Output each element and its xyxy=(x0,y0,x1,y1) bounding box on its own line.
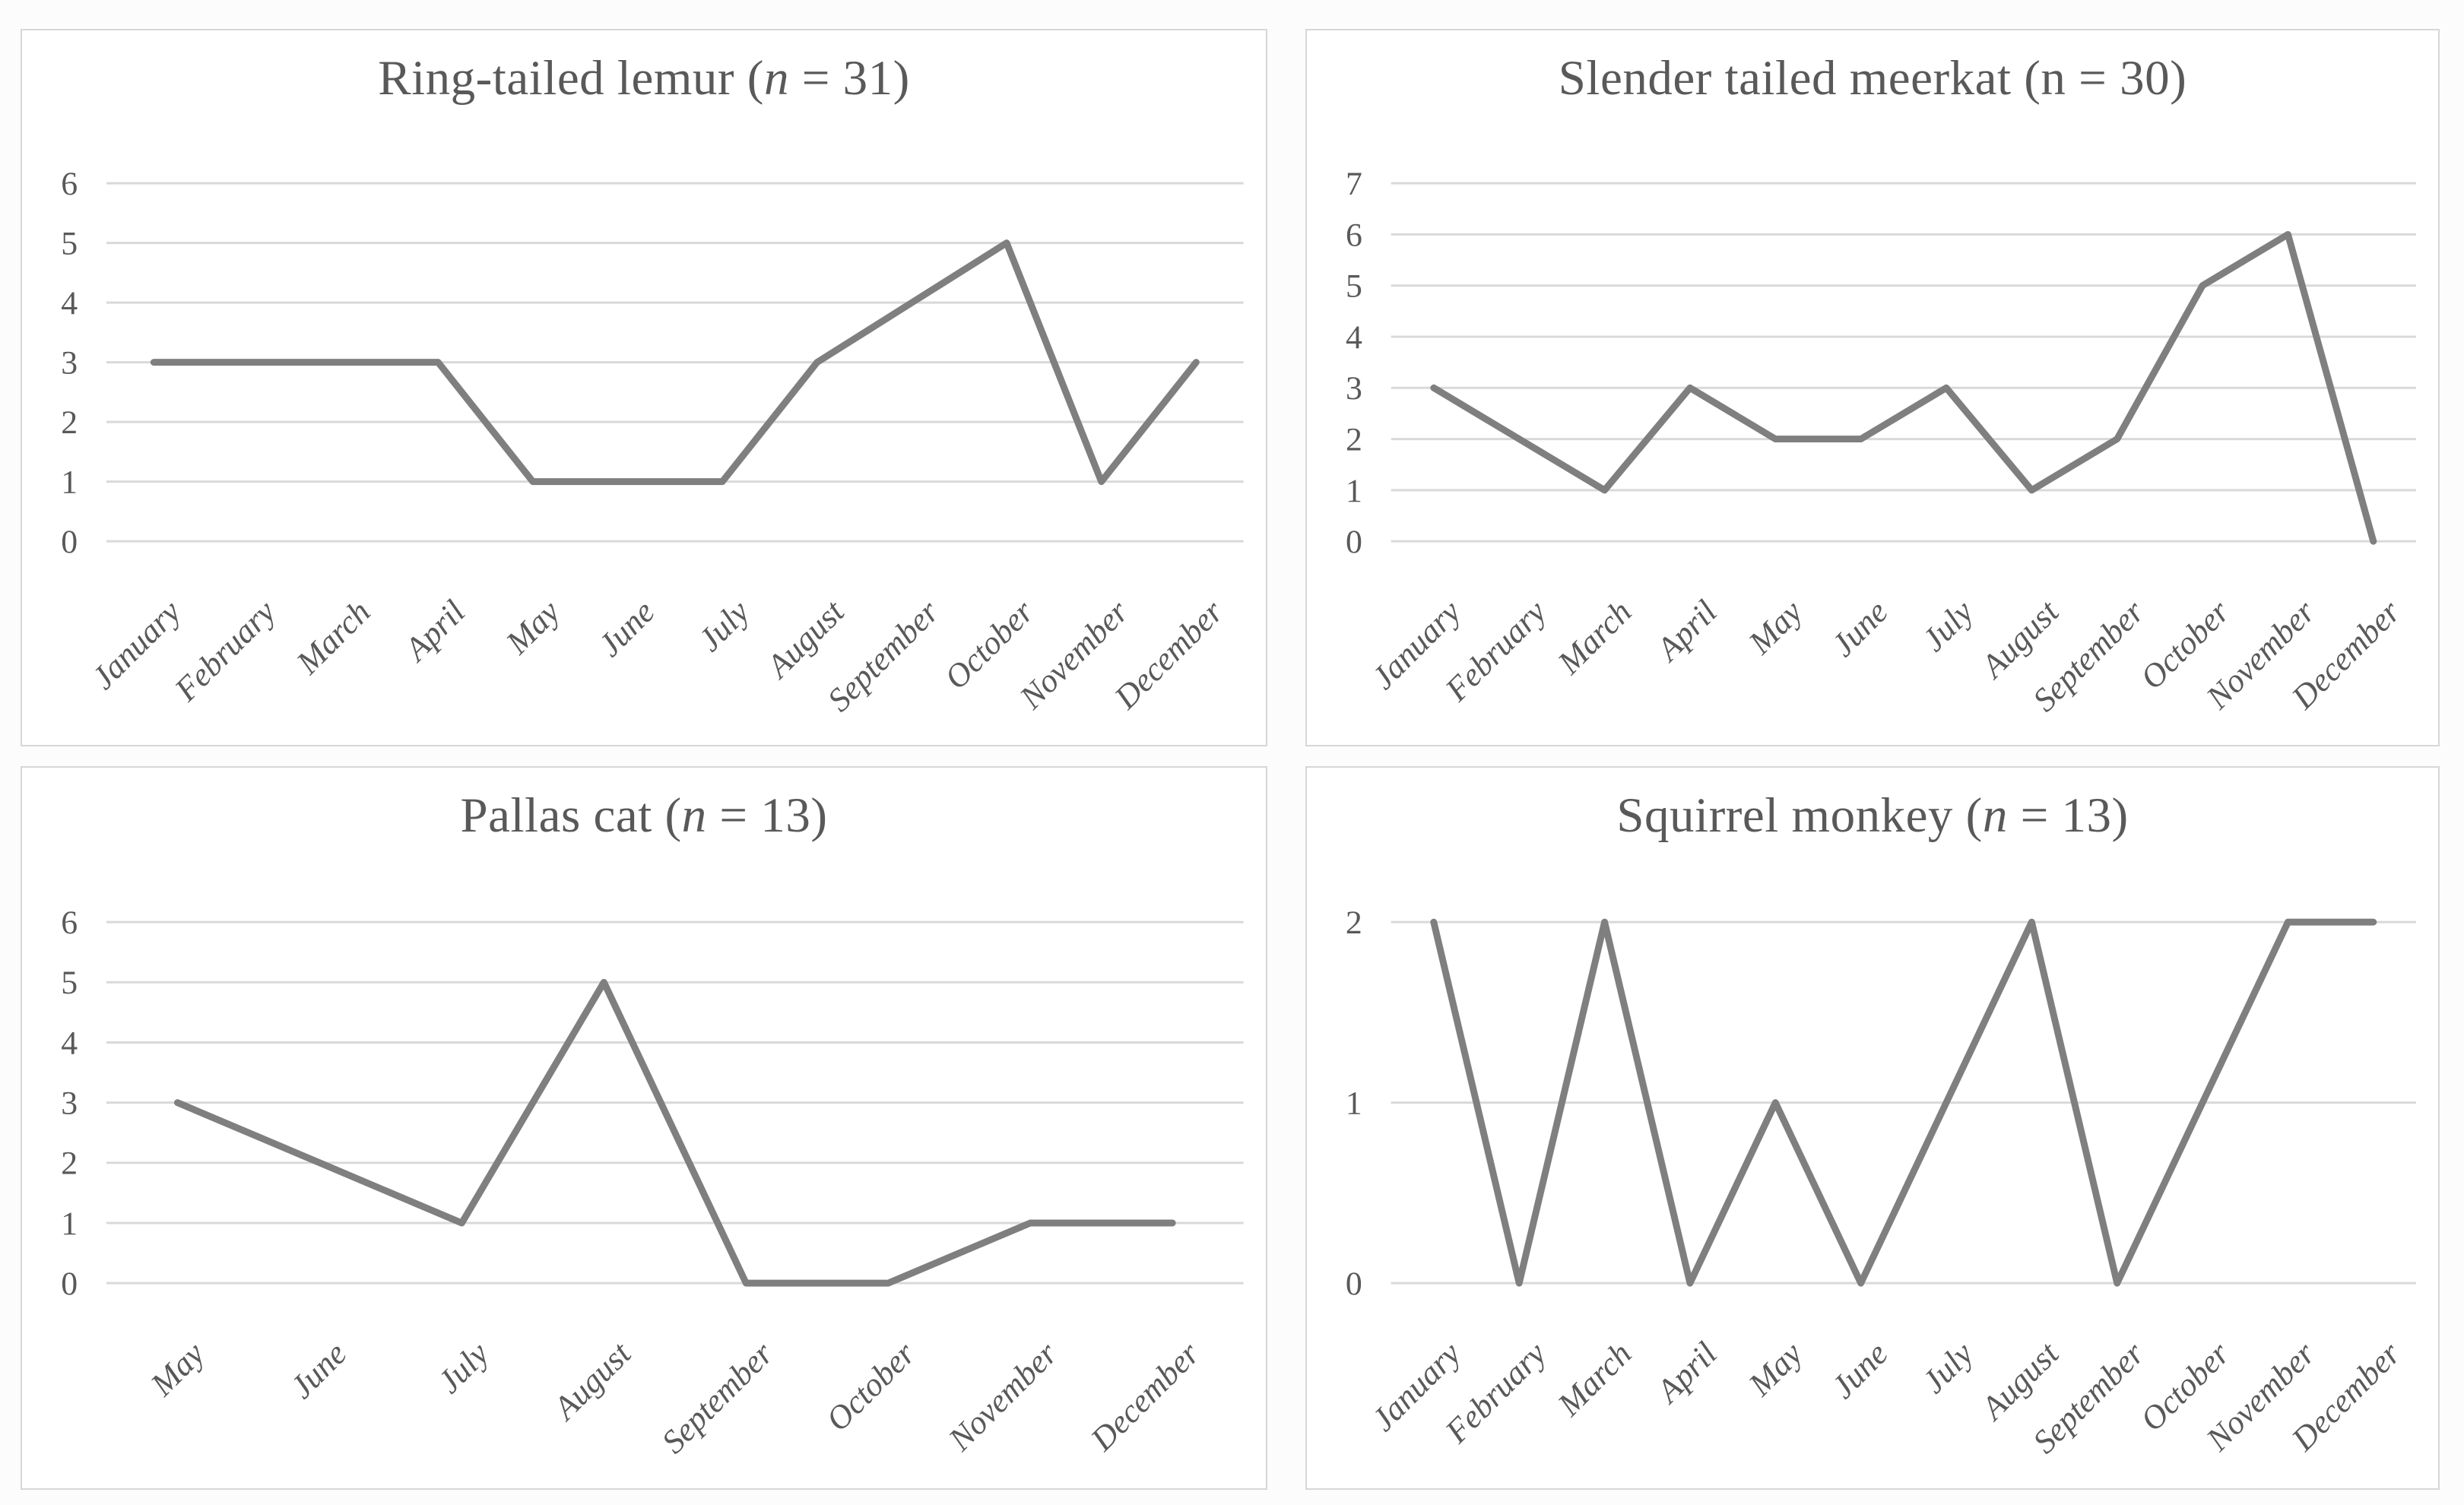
x-tick-label: November xyxy=(941,1335,1065,1459)
y-tick-label: 0 xyxy=(61,524,78,560)
y-tick-label: 0 xyxy=(1346,524,1362,560)
chart-title-text: Squirrel monkey ( xyxy=(1616,788,1983,843)
y-tick-label: 6 xyxy=(61,905,78,941)
x-tick-label: July xyxy=(692,593,757,658)
chart-panel-pallas-cat: Pallas cat (n = 13) 0 1 2 3 4 5 6 May June July Au… xyxy=(21,766,1267,1490)
x-tick-label: March xyxy=(1550,594,1638,682)
chart-title-text: Slender tailed meerkat ( xyxy=(1558,51,2041,106)
y-tick-label: 3 xyxy=(61,345,78,382)
y-tick-label: 2 xyxy=(1346,422,1362,458)
chart-title-n-symbol: n xyxy=(1982,788,2008,843)
x-tick-label: May xyxy=(144,1335,212,1403)
y-tick-label: 5 xyxy=(61,965,78,1001)
y-tick-label: 4 xyxy=(1346,319,1362,356)
data-series-line xyxy=(1430,918,2377,1287)
x-tick-label: May xyxy=(1742,1335,1810,1403)
chart-title-n-value: = 30) xyxy=(2066,51,2187,106)
chart-panel-squirrel-monkey: Squirrel monkey (n = 13) 0 1 2 January Febru… xyxy=(1305,766,2440,1490)
y-tick-label: 1 xyxy=(61,1206,78,1242)
y-tick-label: 2 xyxy=(61,404,78,441)
chart-title: Ring-tailed lemur (n = 31) xyxy=(22,30,1266,107)
x-tick-label: October xyxy=(820,1335,923,1438)
chart-panel-slender-tailed-meerkat: Slender tailed meerkat (n = 30) 0 1 2 3 4 5 6 7… xyxy=(1305,29,2440,746)
y-tick-label: 4 xyxy=(61,285,78,322)
chart-title-n-value: = 13) xyxy=(2007,788,2129,843)
data-series-line xyxy=(150,239,1200,486)
x-tick-label: April xyxy=(396,594,472,670)
chart-title-n-value: = 13) xyxy=(706,788,828,843)
y-tick-label: 5 xyxy=(1346,268,1362,305)
chart-title-text: Pallas cat ( xyxy=(460,788,682,843)
chart-title-n-value: = 31) xyxy=(788,51,910,106)
y-tick-label: 5 xyxy=(61,226,78,262)
x-tick-label: April xyxy=(1648,1335,1724,1412)
chart-title-n-symbol: n xyxy=(763,51,789,106)
data-series-line xyxy=(1430,230,2377,545)
x-tick-label: July xyxy=(1915,593,1980,658)
x-tick-label: July xyxy=(1915,1335,1980,1400)
y-tick-label: 2 xyxy=(1346,905,1362,941)
x-tick-label: May xyxy=(1742,593,1810,661)
x-tick-label: July xyxy=(431,1335,496,1400)
y-tick-label: 3 xyxy=(1346,370,1362,407)
x-tick-label: May xyxy=(499,593,567,661)
x-tick-label: March xyxy=(289,594,377,682)
chart-panel-ring-tailed-lemur: Ring-tailed lemur (n = 31) 0 1 2 3 4 5 6 Januar… xyxy=(21,29,1267,746)
chart-title: Slender tailed meerkat (n = 30) xyxy=(1307,30,2438,107)
x-tick-label: August xyxy=(545,1335,639,1428)
y-tick-label: 4 xyxy=(61,1025,78,1061)
line-chart-pallas-cat: 0 1 2 3 4 5 6 May June July August September October… xyxy=(61,905,1244,1461)
y-tick-label: 6 xyxy=(61,166,78,202)
y-tick-label: 2 xyxy=(61,1145,78,1182)
chart-title-n-symbol: n xyxy=(2041,51,2066,106)
chart-title-n-symbol: n xyxy=(681,788,707,843)
y-tick-label: 1 xyxy=(61,464,78,501)
y-tick-label: 1 xyxy=(1346,473,1362,509)
y-tick-label: 1 xyxy=(1346,1085,1362,1122)
chart-title: Squirrel monkey (n = 13) xyxy=(1307,768,2438,844)
x-tick-label: April xyxy=(1648,594,1724,670)
y-tick-label: 0 xyxy=(1346,1266,1362,1302)
x-tick-label: September xyxy=(655,1335,781,1460)
x-tick-label: March xyxy=(1550,1335,1638,1424)
x-tick-label: June xyxy=(284,1335,354,1405)
y-tick-label: 6 xyxy=(1346,217,1362,253)
y-tick-label: 7 xyxy=(1346,166,1362,202)
x-tick-label: June xyxy=(1825,594,1895,664)
data-series-line xyxy=(173,978,1176,1287)
y-tick-label: 3 xyxy=(61,1085,78,1122)
x-tick-label: December xyxy=(1083,1335,1207,1459)
x-tick-label: June xyxy=(1825,1335,1895,1405)
x-tick-label: August xyxy=(759,593,852,686)
y-tick-label: 0 xyxy=(61,1266,78,1302)
x-tick-label: February xyxy=(167,593,283,708)
x-tick-label: June xyxy=(591,594,661,664)
chart-title-text: Ring-tailed lemur ( xyxy=(378,51,764,106)
chart-title: Pallas cat (n = 13) xyxy=(22,768,1266,844)
